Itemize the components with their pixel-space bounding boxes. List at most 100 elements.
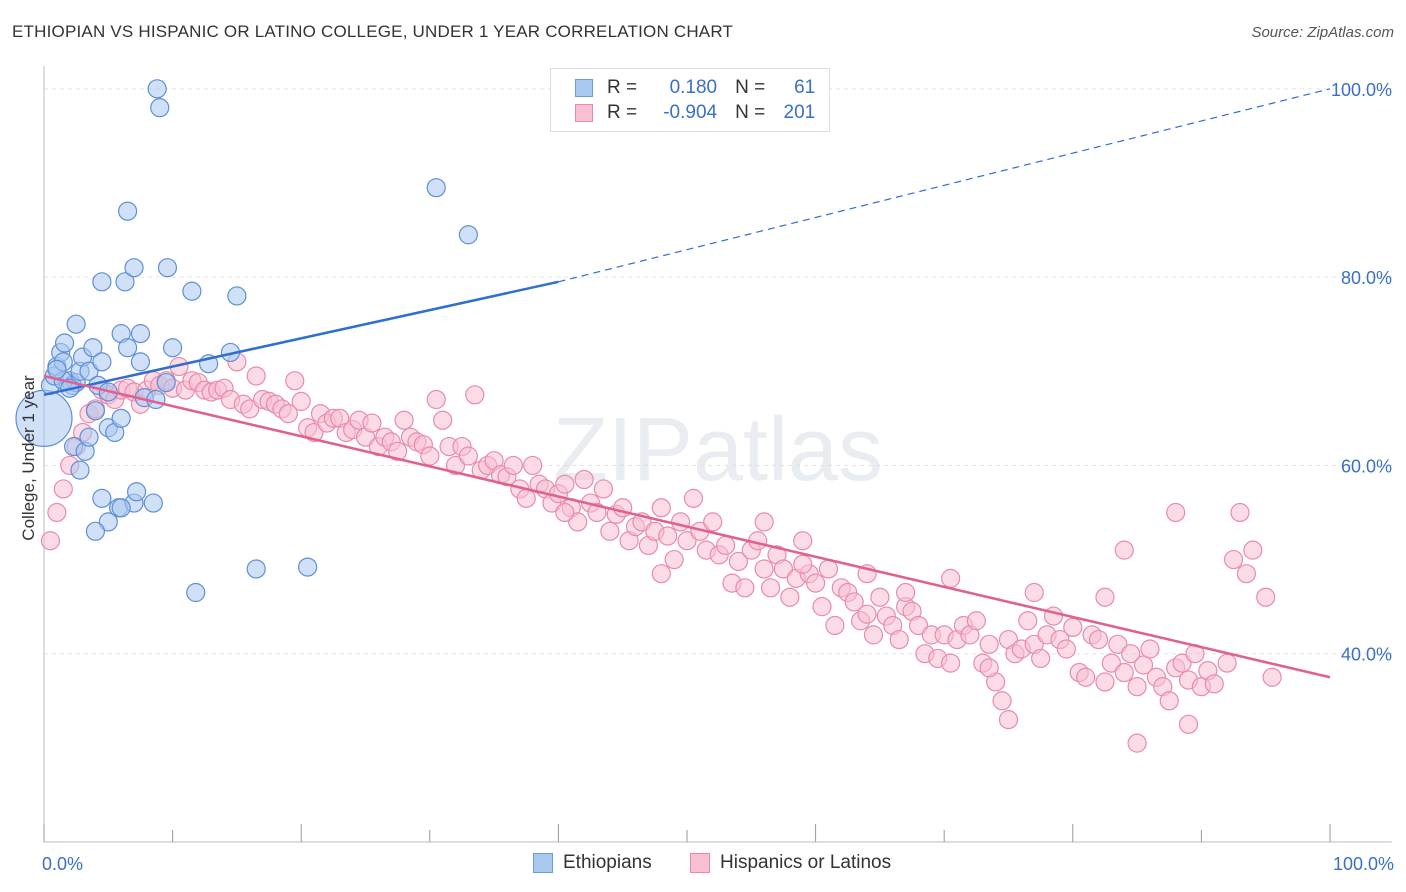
hispanic-point — [600, 521, 620, 541]
legend-r-value: -0.904 — [663, 102, 718, 123]
legend-n-value: 201 — [783, 102, 816, 123]
hispanic-point — [728, 551, 749, 572]
ethiopian-point — [54, 333, 75, 353]
axes — [43, 66, 1392, 843]
hispanic-point — [1159, 691, 1179, 711]
ethiopian-point — [115, 272, 135, 292]
ethiopian-point — [182, 281, 202, 301]
ethiopian-point — [70, 460, 90, 480]
ethiopian-point — [83, 338, 103, 358]
hispanic-point — [793, 531, 813, 551]
ethiopian-point — [143, 493, 163, 513]
ethiopian-point — [66, 314, 86, 334]
ethiopian-point — [156, 372, 176, 393]
hispanic-point — [754, 559, 774, 579]
hispanic-point — [979, 658, 999, 678]
ethiopian-trend-extension — [558, 88, 1331, 283]
hispanic-point — [445, 455, 466, 476]
hispanic-point — [870, 587, 890, 607]
chart-title: ETHIOPIAN VS HISPANIC OR LATINO COLLEGE,… — [12, 22, 734, 41]
hispanic-point — [240, 399, 260, 419]
hispanic-point — [992, 691, 1012, 711]
hispanic-point — [53, 479, 73, 499]
hispanic-point — [1095, 672, 1115, 692]
ethiopian-point — [79, 427, 99, 447]
hispanic-point — [1101, 653, 1121, 673]
hispanic-trend-line — [43, 374, 1331, 679]
hispanic-point — [291, 391, 311, 411]
ethiopian-point — [426, 178, 446, 198]
hispanic-point — [735, 578, 755, 598]
legend-row-hispanics: R = -0.904 N = 201 — [575, 101, 815, 125]
hispanic-point — [1056, 639, 1076, 659]
y-tick-label: 100.0% — [1331, 80, 1392, 100]
hispanic-point — [683, 488, 704, 508]
ethiopian-point — [117, 338, 138, 358]
ethiopian-point — [85, 521, 106, 541]
hispanic-point — [818, 559, 839, 579]
legend-label-hispanics: Hispanics or Latinos — [720, 852, 892, 873]
ethiopian-point — [98, 512, 118, 532]
x-tick-label: 100.0% — [1333, 854, 1394, 874]
legend-swatch-blue — [575, 79, 593, 97]
hispanic-point — [433, 410, 453, 430]
hispanic-points — [40, 352, 1282, 753]
hispanic-point — [1243, 540, 1263, 560]
y-axis-label: College, Under 1 year — [19, 375, 38, 541]
hispanic-point — [47, 502, 67, 523]
trend-lines — [43, 88, 1331, 679]
hispanic-point — [677, 531, 697, 551]
hispanic-point — [458, 446, 478, 466]
hispanic-point — [465, 385, 485, 405]
hispanic-point — [593, 479, 614, 499]
y-tick-label: 80.0% — [1341, 268, 1392, 288]
ethiopian-point — [111, 498, 131, 518]
ethiopian-point — [246, 559, 266, 579]
hispanic-point — [812, 597, 832, 617]
hispanic-point — [1114, 662, 1134, 683]
hispanic-point — [1236, 564, 1257, 584]
hispanic-point — [1063, 617, 1083, 637]
ethiopian-point — [227, 286, 247, 306]
hispanic-point — [670, 512, 691, 532]
ethiopian-point — [150, 98, 170, 118]
ethiopian-point — [126, 482, 147, 502]
legend-r-label: R = — [607, 77, 638, 98]
hispanic-point — [1024, 582, 1044, 603]
hispanic-point — [1121, 644, 1141, 664]
hispanic-point — [394, 410, 414, 430]
ethiopian-point — [458, 225, 478, 245]
hispanic-point — [587, 502, 607, 523]
hispanic-point — [574, 469, 594, 490]
legend-item-ethiopians: Ethiopians — [533, 852, 652, 874]
hispanic-point — [362, 413, 382, 433]
hispanic-point — [246, 366, 266, 386]
hispanic-point — [1076, 667, 1096, 687]
hispanic-point — [1256, 587, 1276, 607]
hispanic-point — [1230, 502, 1250, 523]
hispanic-point — [941, 568, 961, 588]
y-tick-label: 60.0% — [1341, 456, 1392, 476]
source-label: Source: ZipAtlas.com — [1251, 24, 1394, 41]
ethiopian-point — [186, 582, 206, 603]
hispanic-point — [805, 573, 826, 593]
hispanic-point — [760, 578, 781, 598]
hispanic-point — [780, 587, 800, 607]
hispanic-point — [426, 389, 446, 410]
hispanic-point — [754, 512, 774, 532]
hispanic-point — [1095, 587, 1115, 607]
hispanic-point — [1088, 629, 1109, 650]
ethiopian-point — [163, 338, 183, 358]
ethiopian-point — [147, 79, 167, 99]
ethiopian-point — [298, 557, 318, 577]
hispanic-point — [1031, 648, 1051, 669]
legend-n-value: 61 — [794, 77, 816, 98]
tick-labels: 40.0% 60.0% 80.0% 100.0% 0.0% 100.0% — [42, 80, 1394, 874]
hispanic-point — [388, 441, 408, 461]
hispanic-point — [568, 512, 588, 532]
hispanic-point — [651, 498, 671, 518]
hispanic-point — [516, 488, 536, 508]
legend-swatch-blue — [533, 853, 553, 873]
correlation-legend: R = 0.180 N = 61 R = -0.904 N = 201 — [550, 68, 830, 132]
